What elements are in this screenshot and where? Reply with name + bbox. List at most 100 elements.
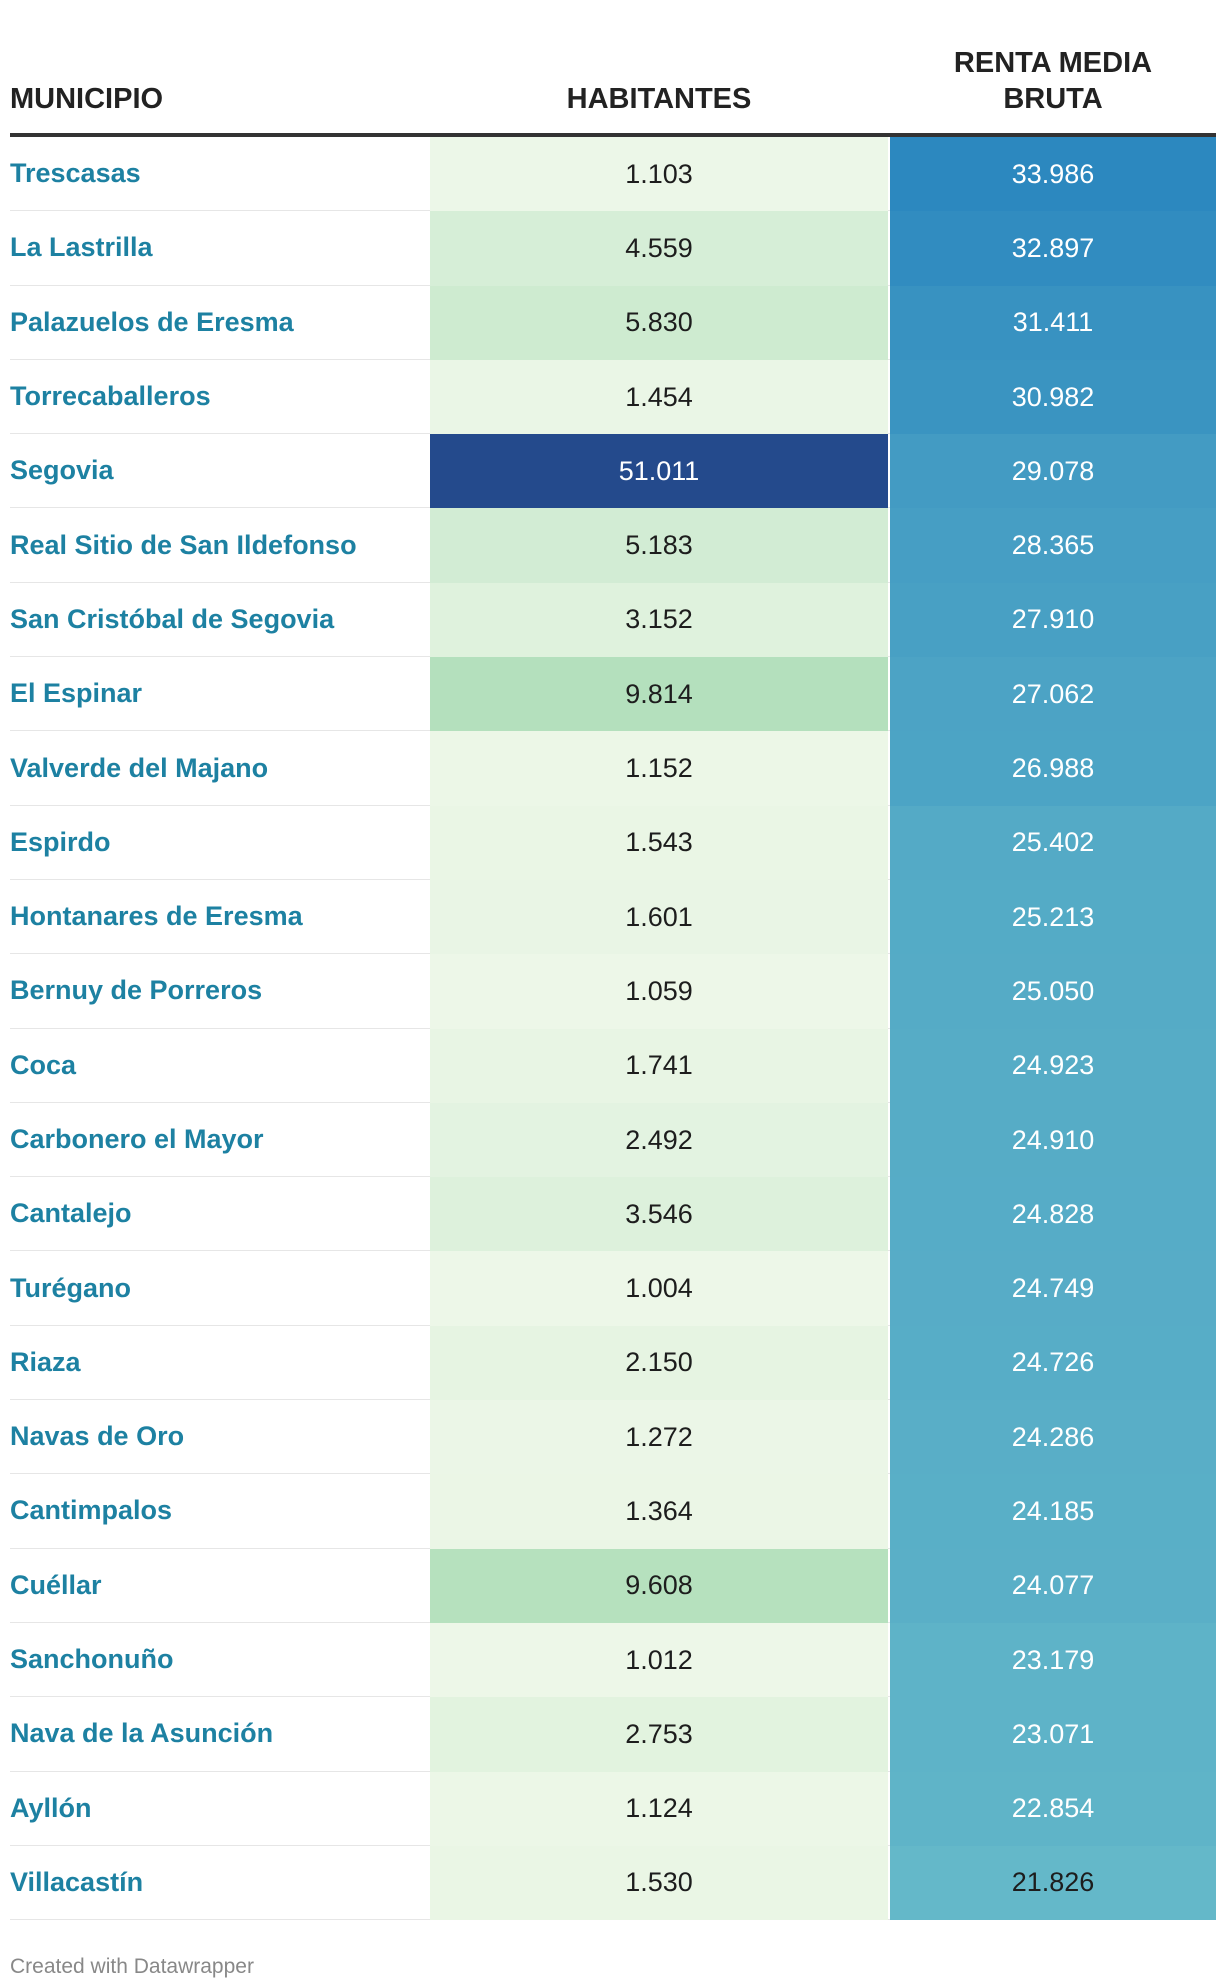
renta-cell: 25.213 (890, 879, 1216, 955)
municipio-cell: La Lastrilla (10, 232, 153, 263)
municipio-cell: Coca (10, 1049, 77, 1080)
municipio-cell: Bernuy de Porreros (10, 975, 263, 1006)
renta-cell: 24.726 (890, 1325, 1216, 1401)
renta-cell: 33.986 (890, 137, 1216, 212)
table-row: Cuéllar 9.608 24.077 (10, 1548, 1216, 1623)
header-municipio[interactable]: MUNICIPIO (10, 83, 164, 115)
renta-cell: 21.826 (890, 1845, 1216, 1921)
table-row: Sanchonuño 1.012 23.179 (10, 1622, 1216, 1698)
habitantes-cell: 51.011 (430, 434, 888, 509)
renta-cell: 23.071 (890, 1697, 1216, 1772)
table-row: Real Sitio de San Ildefonso 5.183 28.365 (10, 508, 1216, 583)
habitantes-cell: 1.059 (430, 954, 888, 1029)
table-row: Turégano 1.004 24.749 (10, 1251, 1216, 1326)
renta-cell: 24.910 (890, 1102, 1216, 1178)
renta-cell: 28.365 (890, 508, 1216, 583)
table-row: Palazuelos de Eresma 5.830 31.411 (10, 285, 1216, 360)
table-row: Villacastín 1.530 21.826 (10, 1845, 1216, 1921)
municipio-cell: Riaza (10, 1346, 81, 1377)
renta-cell: 24.923 (890, 1028, 1216, 1103)
municipio-cell: Palazuelos de Eresma (10, 306, 294, 337)
renta-cell: 24.286 (890, 1400, 1216, 1475)
renta-cell: 30.982 (890, 359, 1216, 435)
habitantes-cell: 3.546 (430, 1177, 888, 1252)
municipio-cell: Segovia (10, 455, 114, 486)
footer-credit: Created with Datawrapper (10, 1955, 254, 1978)
municipio-cell: Real Sitio de San Ildefonso (10, 529, 357, 560)
table-header: MUNICIPIO HABITANTES RENTA MEDIA BRUTA (10, 0, 1216, 137)
renta-cell: 23.179 (890, 1622, 1216, 1698)
municipio-cell: Turégano (10, 1272, 131, 1303)
table-row: Espirdo 1.543 25.402 (10, 805, 1216, 880)
renta-cell: 27.910 (890, 582, 1216, 658)
municipio-cell: Cuéllar (10, 1569, 102, 1600)
habitantes-cell: 1.152 (430, 731, 888, 806)
renta-cell: 24.828 (890, 1177, 1216, 1252)
data-table: MUNICIPIO HABITANTES RENTA MEDIA BRUTA T… (10, 0, 1216, 1921)
habitantes-cell: 1.454 (430, 359, 888, 435)
habitantes-cell: 1.741 (430, 1028, 888, 1103)
habitantes-cell: 2.753 (430, 1697, 888, 1772)
habitantes-cell: 1.272 (430, 1400, 888, 1475)
habitantes-cell: 1.012 (430, 1622, 888, 1698)
municipio-cell: Valverde del Majano (10, 752, 269, 783)
table-row: Trescasas 1.103 33.986 (10, 137, 1216, 212)
habitantes-cell: 2.492 (430, 1102, 888, 1178)
municipio-cell: Sanchonuño (10, 1644, 174, 1675)
habitantes-cell: 9.814 (430, 657, 888, 732)
municipio-cell: Cantimpalos (10, 1495, 173, 1526)
habitantes-cell: 1.004 (430, 1251, 888, 1326)
table-row: Segovia 51.011 29.078 (10, 434, 1216, 509)
table-row: La Lastrilla 4.559 32.897 (10, 211, 1216, 286)
municipio-cell: Torrecaballeros (10, 381, 211, 412)
table-row: Riaza 2.150 24.726 (10, 1325, 1216, 1401)
renta-cell: 24.077 (890, 1548, 1216, 1623)
habitantes-cell: 1.530 (430, 1845, 888, 1921)
renta-cell: 25.050 (890, 954, 1216, 1029)
table-row: Bernuy de Porreros 1.059 25.050 (10, 954, 1216, 1029)
table-body: Trescasas 1.103 33.986 La Lastrilla 4.559 32.… (10, 137, 1216, 1921)
habitantes-cell: 1.103 (430, 137, 888, 212)
table-row: Cantalejo 3.546 24.828 (10, 1177, 1216, 1252)
renta-cell: 29.078 (890, 434, 1216, 509)
renta-cell: 24.749 (890, 1251, 1216, 1326)
habitantes-cell: 5.183 (430, 508, 888, 583)
renta-cell: 25.402 (890, 805, 1216, 880)
municipio-cell: Cantalejo (10, 1198, 132, 1229)
municipio-cell: Ayllón (10, 1792, 92, 1823)
renta-cell: 24.185 (890, 1474, 1216, 1549)
renta-cell: 32.897 (890, 211, 1216, 286)
table-row: Cantimpalos 1.364 24.185 (10, 1474, 1216, 1549)
table-row: Valverde del Majano 1.152 26.988 (10, 731, 1216, 806)
habitantes-cell: 5.830 (430, 285, 888, 360)
header-renta-line2: BRUTA (1003, 83, 1103, 115)
municipio-cell: Navas de Oro (10, 1421, 185, 1452)
header-renta-line1: RENTA MEDIA (953, 47, 1153, 79)
municipio-cell: Nava de la Asunción (10, 1718, 274, 1749)
habitantes-cell: 2.150 (430, 1325, 888, 1401)
table-row: Carbonero el Mayor 2.492 24.910 (10, 1102, 1216, 1178)
habitantes-cell: 4.559 (430, 211, 888, 286)
municipio-cell: Carbonero el Mayor (10, 1124, 264, 1154)
header-renta-media-bruta[interactable]: RENTA MEDIA BRUTA (890, 45, 1216, 117)
habitantes-cell: 3.152 (430, 582, 888, 658)
habitantes-cell: 9.608 (430, 1548, 888, 1623)
renta-cell: 22.854 (890, 1771, 1216, 1846)
habitantes-cell: 1.543 (430, 805, 888, 880)
table-row: Navas de Oro 1.272 24.286 (10, 1400, 1216, 1475)
municipio-cell: San Cristóbal de Segovia (10, 603, 335, 634)
renta-cell: 31.411 (890, 285, 1216, 360)
table-row: San Cristóbal de Segovia 3.152 27.910 (10, 582, 1216, 658)
municipio-cell: Trescasas (10, 158, 141, 189)
municipio-cell: Hontanares de Eresma (10, 901, 303, 932)
table-row: Torrecaballeros 1.454 30.982 (10, 359, 1216, 435)
table-row: Coca 1.741 24.923 (10, 1028, 1216, 1103)
habitantes-cell: 1.124 (430, 1771, 888, 1846)
header-habitantes[interactable]: HABITANTES (566, 83, 752, 115)
municipio-cell: Espirdo (10, 826, 111, 857)
table-row: Nava de la Asunción 2.753 23.071 (10, 1697, 1216, 1772)
renta-cell: 27.062 (890, 657, 1216, 732)
renta-cell: 26.988 (890, 731, 1216, 806)
municipio-cell: Villacastín (10, 1866, 144, 1897)
habitantes-cell: 1.364 (430, 1474, 888, 1549)
